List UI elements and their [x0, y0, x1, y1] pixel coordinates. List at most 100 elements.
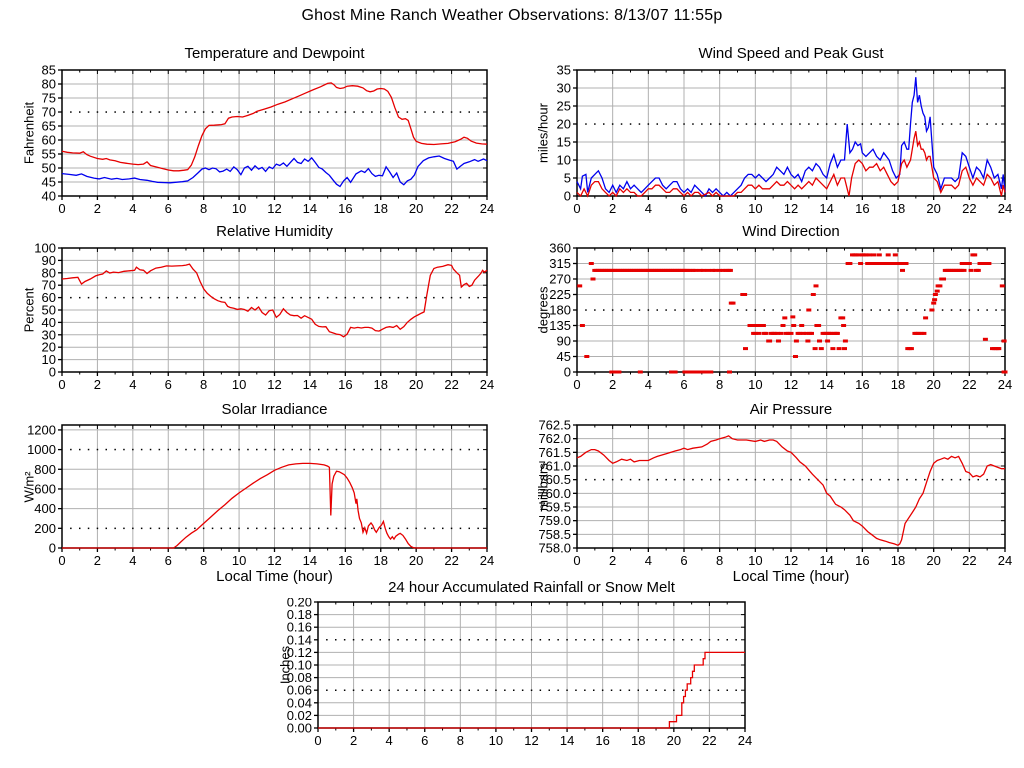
- svg-text:0: 0: [49, 541, 56, 556]
- svg-text:16: 16: [338, 377, 352, 392]
- svg-text:315: 315: [549, 256, 571, 271]
- svg-text:0: 0: [314, 733, 321, 748]
- svg-text:16: 16: [855, 553, 869, 568]
- svg-text:10: 10: [232, 377, 246, 392]
- svg-text:60: 60: [42, 133, 56, 148]
- svg-text:0: 0: [573, 377, 580, 392]
- chart-air-pressure: Air Pressure millibars Local Time (hour)…: [530, 400, 1020, 585]
- chart-title: Relative Humidity: [216, 223, 333, 240]
- svg-text:6: 6: [165, 553, 172, 568]
- svg-text:0: 0: [58, 553, 65, 568]
- svg-text:45: 45: [557, 349, 571, 364]
- svg-text:0.00: 0.00: [287, 721, 312, 736]
- svg-text:40: 40: [42, 189, 56, 204]
- chart-title: Wind Speed and Peak Gust: [698, 45, 884, 62]
- svg-text:1200: 1200: [27, 422, 56, 437]
- svg-text:800: 800: [34, 462, 56, 477]
- svg-text:360: 360: [549, 242, 571, 256]
- svg-text:10: 10: [748, 201, 762, 216]
- svg-text:0: 0: [58, 201, 65, 216]
- svg-text:16: 16: [338, 553, 352, 568]
- svg-text:762.0: 762.0: [538, 431, 571, 446]
- svg-text:10: 10: [232, 201, 246, 216]
- svg-text:0.12: 0.12: [287, 645, 312, 660]
- y-axis-label: Fahrenheit: [21, 101, 37, 165]
- svg-text:6: 6: [165, 377, 172, 392]
- svg-text:2: 2: [94, 553, 101, 568]
- svg-text:22: 22: [962, 377, 976, 392]
- svg-text:60: 60: [42, 290, 56, 305]
- svg-text:759.5: 759.5: [538, 500, 571, 515]
- svg-text:760.0: 760.0: [538, 486, 571, 501]
- svg-text:0: 0: [573, 553, 580, 568]
- svg-text:18: 18: [891, 201, 905, 216]
- svg-text:20: 20: [926, 377, 940, 392]
- svg-text:22: 22: [702, 733, 716, 748]
- svg-text:50: 50: [42, 303, 56, 318]
- svg-text:22: 22: [962, 553, 976, 568]
- svg-text:8: 8: [200, 201, 207, 216]
- svg-text:2: 2: [609, 201, 616, 216]
- svg-text:45: 45: [42, 175, 56, 190]
- chart-accumulated-rainfall: 24 hour Accumulated Rainfall or Snow Mel…: [272, 578, 757, 754]
- svg-text:75: 75: [42, 91, 56, 106]
- svg-text:20: 20: [667, 733, 681, 748]
- svg-text:8: 8: [200, 553, 207, 568]
- svg-text:16: 16: [855, 377, 869, 392]
- plot-area: 0 2 4 6 8 10 12 14 16 18 20 22 24758.0758.5759.0759.…: [538, 420, 1012, 568]
- svg-text:20: 20: [926, 553, 940, 568]
- svg-text:12: 12: [784, 377, 798, 392]
- svg-text:55: 55: [42, 147, 56, 162]
- svg-text:14: 14: [303, 201, 317, 216]
- svg-text:0.14: 0.14: [287, 632, 312, 647]
- svg-text:4: 4: [386, 733, 393, 748]
- svg-text:761.0: 761.0: [538, 459, 571, 474]
- plot-area: 0 2 4 6 8 10 12 14 16 18 20 22 240102030405060708090…: [34, 242, 494, 392]
- svg-text:65: 65: [42, 119, 56, 134]
- svg-text:10: 10: [232, 553, 246, 568]
- svg-text:135: 135: [549, 318, 571, 333]
- chart-title: Solar Irradiance: [221, 401, 328, 418]
- y-axis-label: miles/hour: [535, 103, 551, 163]
- svg-text:14: 14: [560, 733, 574, 748]
- svg-text:10: 10: [489, 733, 503, 748]
- svg-text:90: 90: [42, 253, 56, 268]
- svg-text:20: 20: [926, 201, 940, 216]
- svg-text:758.0: 758.0: [538, 541, 571, 556]
- svg-text:80: 80: [42, 77, 56, 92]
- plot-area: 0 2 4 6 8 10 12 14 16 18 20 22 240459013518022527031…: [549, 242, 1012, 392]
- plot-area: 0 2 4 6 8 10 12 14 16 18 20 22 240200400600800100012…: [27, 422, 494, 568]
- svg-text:25: 25: [557, 99, 571, 114]
- svg-text:70: 70: [42, 278, 56, 293]
- chart-solar-irradiance: Solar Irradiance W/m² Local Time (hour) …: [16, 400, 501, 585]
- svg-text:0.08: 0.08: [287, 670, 312, 685]
- svg-text:2: 2: [94, 201, 101, 216]
- svg-text:14: 14: [303, 377, 317, 392]
- svg-text:10: 10: [42, 352, 56, 367]
- svg-text:12: 12: [267, 553, 281, 568]
- svg-text:400: 400: [34, 501, 56, 516]
- svg-text:6: 6: [680, 377, 687, 392]
- svg-text:30: 30: [42, 327, 56, 342]
- svg-text:12: 12: [524, 733, 538, 748]
- svg-text:225: 225: [549, 287, 571, 302]
- svg-text:20: 20: [557, 117, 571, 132]
- svg-text:6: 6: [680, 553, 687, 568]
- svg-text:20: 20: [409, 553, 423, 568]
- svg-text:2: 2: [609, 377, 616, 392]
- svg-text:22: 22: [444, 377, 458, 392]
- chart-title: Temperature and Dewpoint: [184, 45, 365, 62]
- svg-text:0.16: 0.16: [287, 620, 312, 635]
- svg-text:8: 8: [716, 553, 723, 568]
- chart-title: Air Pressure: [749, 401, 833, 418]
- svg-text:12: 12: [784, 201, 798, 216]
- svg-text:10: 10: [748, 553, 762, 568]
- svg-text:0.18: 0.18: [287, 607, 312, 622]
- svg-text:24: 24: [480, 377, 494, 392]
- svg-text:10: 10: [748, 377, 762, 392]
- svg-text:2: 2: [94, 377, 101, 392]
- svg-text:4: 4: [129, 377, 136, 392]
- svg-text:22: 22: [444, 201, 458, 216]
- svg-text:5: 5: [564, 171, 571, 186]
